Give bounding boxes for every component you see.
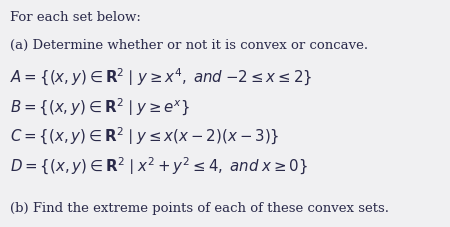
Text: $B = \{(x, y) \in \mathbf{R}^2 \mid y \geq e^x\}$: $B = \{(x, y) \in \mathbf{R}^2 \mid y \g… (10, 96, 190, 117)
Text: (b) Find the extreme points of each of these convex sets.: (b) Find the extreme points of each of t… (10, 201, 389, 214)
Text: $C = \{(x, y) \in \mathbf{R}^2 \mid y \leq x(x - 2)(x - 3)\}$: $C = \{(x, y) \in \mathbf{R}^2 \mid y \l… (10, 126, 279, 147)
Text: $D = \{(x, y) \in \mathbf{R}^2 \mid x^2 + y^2 \leq 4, \; and \; x \geq 0\}$: $D = \{(x, y) \in \mathbf{R}^2 \mid x^2 … (10, 155, 308, 176)
Text: For each set below:: For each set below: (10, 10, 141, 24)
Text: (a) Determine whether or not it is convex or concave.: (a) Determine whether or not it is conve… (10, 39, 368, 52)
Text: $A = \{(x, y) \in \mathbf{R}^2 \mid y \geq x^4, \; and \; {-2} \leq x \leq 2\}$: $A = \{(x, y) \in \mathbf{R}^2 \mid y \g… (10, 67, 312, 88)
